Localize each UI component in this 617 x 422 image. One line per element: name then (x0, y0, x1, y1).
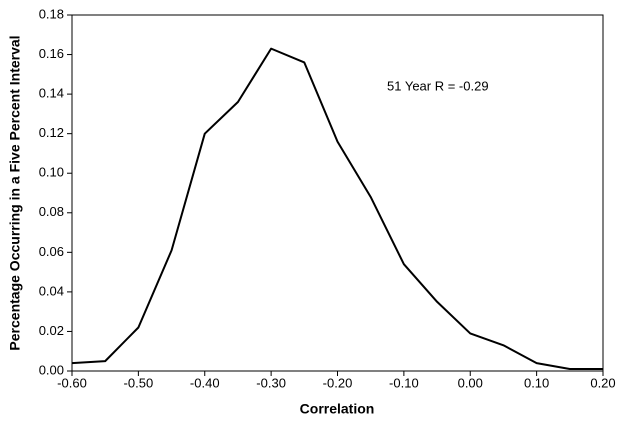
x-tick-label: -0.40 (190, 375, 220, 390)
x-tick-label: -0.10 (389, 375, 419, 390)
annotation: 51 Year R = -0.29 (387, 78, 489, 93)
y-tick-label: 0.18 (39, 6, 64, 21)
x-tick-label: -0.60 (57, 375, 87, 390)
line (71, 47, 603, 371)
plot-frame (71, 14, 604, 372)
x-tick-label: 0.10 (524, 375, 549, 390)
x-axis-title: Correlation (300, 401, 375, 417)
y-tick-label: 0.10 (39, 165, 64, 180)
y-tick-label: 0.14 (39, 86, 64, 101)
x-tick-label: 0.20 (590, 375, 615, 390)
x-tick-label: -0.50 (124, 375, 154, 390)
y-tick-label: 0.08 (39, 204, 64, 219)
y-axis-title: Percentage Occurring in a Five Percent I… (7, 35, 23, 350)
x-tick-label: 0.00 (458, 375, 483, 390)
y-tick-label: 0.12 (39, 125, 64, 140)
y-tick-label: 0.06 (39, 244, 64, 259)
x-tick-label: -0.30 (256, 375, 286, 390)
x-tick-label: -0.20 (323, 375, 353, 390)
y-tick-label: 0.04 (39, 283, 64, 298)
y-tick-label: 0.02 (39, 323, 64, 338)
y-tick-label: 0.00 (39, 362, 64, 377)
y-tick-label: 0.16 (39, 46, 64, 61)
